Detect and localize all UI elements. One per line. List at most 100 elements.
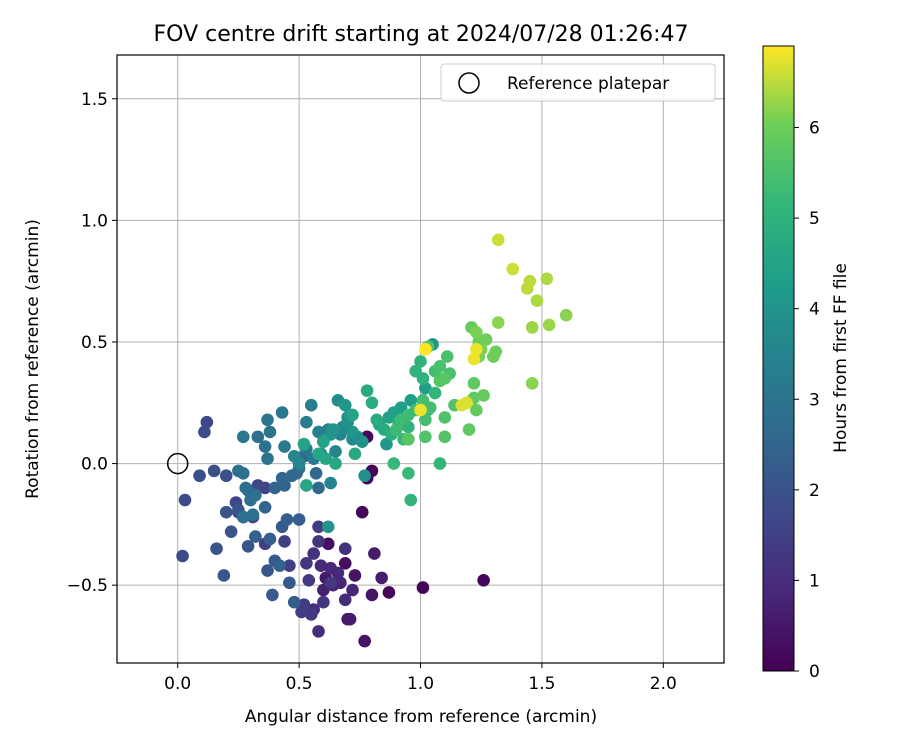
data-point bbox=[261, 564, 274, 577]
data-point bbox=[414, 355, 427, 368]
x-axis-label: Angular distance from reference (arcmin) bbox=[245, 707, 597, 727]
data-point bbox=[273, 559, 286, 573]
data-point bbox=[258, 440, 272, 453]
data-point bbox=[309, 467, 323, 480]
data-point bbox=[338, 398, 352, 412]
data-point bbox=[287, 449, 301, 463]
data-point bbox=[346, 408, 359, 422]
data-point bbox=[246, 508, 260, 521]
data-point bbox=[479, 333, 493, 346]
data-point bbox=[236, 430, 250, 444]
data-point bbox=[346, 583, 359, 597]
data-point bbox=[343, 612, 357, 626]
data-point bbox=[312, 625, 325, 638]
data-point bbox=[324, 476, 337, 490]
data-point bbox=[365, 396, 379, 410]
colorbar-tick-label: 0 bbox=[809, 662, 820, 682]
data-point bbox=[304, 398, 318, 412]
data-point bbox=[489, 345, 503, 359]
data-point bbox=[249, 530, 262, 543]
data-point bbox=[261, 452, 274, 466]
reference-platepar-marker bbox=[166, 452, 189, 475]
data-point bbox=[241, 539, 255, 553]
data-point bbox=[329, 457, 342, 470]
data-point bbox=[321, 520, 335, 534]
data-point bbox=[338, 593, 352, 607]
data-point bbox=[358, 469, 371, 483]
data-point bbox=[251, 479, 265, 492]
colorbar-tick-label: 4 bbox=[809, 300, 820, 320]
legend-marker-reference bbox=[458, 72, 480, 94]
data-point bbox=[331, 566, 345, 580]
data-point bbox=[263, 425, 277, 439]
legend-box bbox=[440, 63, 716, 102]
data-point bbox=[375, 571, 388, 585]
legend-entry-reference: Reference platepar bbox=[507, 74, 669, 94]
data-point bbox=[416, 372, 430, 385]
data-point bbox=[338, 542, 352, 555]
data-point bbox=[387, 457, 401, 470]
y-tick-label: 1.5 bbox=[81, 90, 108, 110]
data-point bbox=[360, 384, 374, 397]
data-point bbox=[302, 574, 316, 587]
legend: Reference platepar bbox=[440, 63, 716, 102]
data-point bbox=[261, 413, 274, 427]
data-point bbox=[389, 423, 403, 436]
data-point bbox=[324, 576, 337, 590]
data-point bbox=[300, 556, 313, 570]
data-point bbox=[338, 556, 352, 570]
data-point bbox=[428, 386, 442, 400]
data-point bbox=[278, 440, 291, 453]
y-tick-label: 1.0 bbox=[81, 211, 108, 231]
data-point bbox=[404, 394, 418, 407]
y-tick-label: 0.0 bbox=[81, 455, 108, 475]
colorbar-tick-label: 1 bbox=[809, 571, 820, 591]
data-point bbox=[382, 586, 396, 599]
data-point bbox=[198, 425, 211, 439]
data-point bbox=[312, 481, 325, 495]
data-point bbox=[317, 435, 330, 448]
data-point bbox=[402, 432, 415, 446]
data-point bbox=[416, 581, 430, 594]
data-point bbox=[275, 406, 289, 419]
data-point bbox=[419, 413, 432, 427]
data-point bbox=[346, 425, 359, 439]
data-point bbox=[219, 469, 233, 483]
data-point bbox=[295, 605, 308, 619]
data-point bbox=[438, 430, 452, 444]
data-point bbox=[462, 423, 476, 436]
data-point bbox=[239, 481, 252, 495]
data-point bbox=[200, 415, 214, 429]
data-point bbox=[283, 576, 296, 590]
y-axis-ticks: −0.5 0.0 0.5 1.0 1.5 bbox=[67, 90, 117, 596]
data-point bbox=[491, 316, 505, 329]
data-point bbox=[368, 547, 381, 560]
x-tick-label: 2.0 bbox=[650, 674, 677, 694]
data-point bbox=[355, 505, 369, 519]
data-point bbox=[380, 437, 393, 451]
data-point bbox=[287, 595, 301, 609]
data-point bbox=[224, 525, 238, 538]
data-point bbox=[210, 542, 223, 555]
data-point bbox=[232, 464, 245, 478]
data-point bbox=[419, 430, 432, 444]
data-point bbox=[477, 389, 490, 402]
data-point bbox=[530, 294, 544, 307]
data-point bbox=[460, 396, 473, 410]
data-point bbox=[297, 437, 311, 451]
data-point bbox=[365, 588, 379, 602]
data-point bbox=[312, 535, 325, 548]
data-point bbox=[300, 479, 313, 492]
data-points bbox=[176, 233, 573, 648]
colorbar-ticks: 0 1 2 3 4 5 6 bbox=[794, 119, 820, 682]
data-point bbox=[266, 588, 279, 602]
data-point bbox=[419, 381, 432, 395]
data-point bbox=[433, 457, 447, 470]
data-point bbox=[525, 377, 539, 390]
x-tick-label: 0.5 bbox=[286, 674, 313, 694]
data-point bbox=[312, 520, 325, 534]
data-point bbox=[506, 262, 520, 276]
data-point bbox=[433, 359, 447, 373]
data-point bbox=[304, 608, 318, 621]
data-point bbox=[355, 435, 369, 448]
